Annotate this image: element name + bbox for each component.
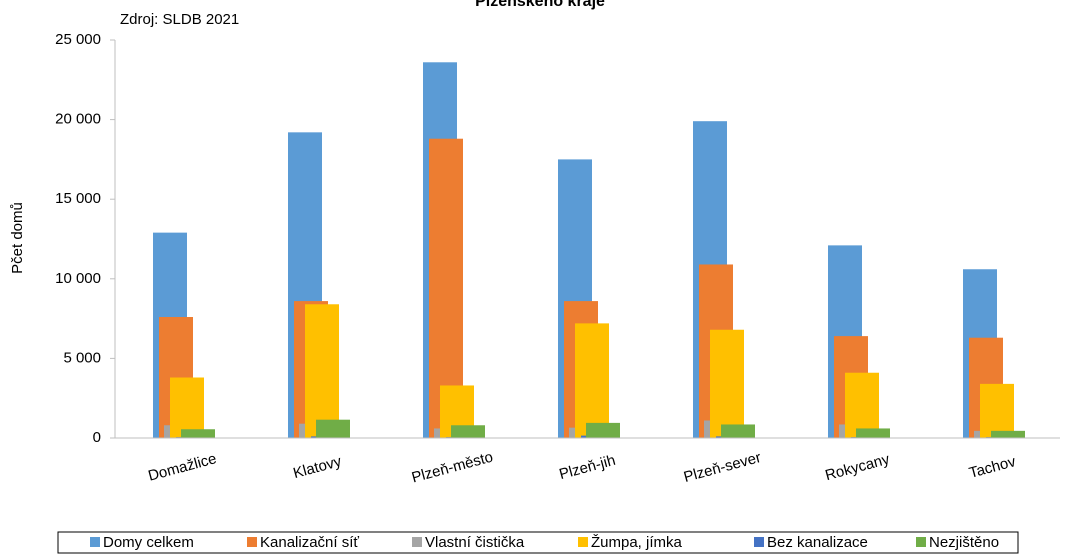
bar: [710, 329, 744, 438]
bar: [181, 429, 215, 438]
legend-swatch: [916, 537, 926, 547]
x-tick-label: Plzeň-sever: [682, 449, 763, 486]
y-tick-label: 0: [93, 429, 101, 446]
bar: [856, 428, 890, 438]
x-tick-label: Rokycany: [823, 451, 891, 485]
legend-label: Vlastní čistička: [425, 534, 525, 551]
bar: [721, 424, 755, 438]
bar: [451, 425, 485, 438]
x-tick-label: Plzeň-město: [410, 448, 495, 486]
legend-swatch: [578, 537, 588, 547]
legend-swatch: [247, 537, 257, 547]
y-tick-label: 10 000: [55, 270, 101, 287]
bar: [991, 430, 1025, 438]
y-tick-label: 25 000: [55, 31, 101, 48]
legend-swatch: [90, 537, 100, 547]
chart-title: Plzeňského kraje: [475, 0, 605, 10]
x-tick-label: Domažlice: [146, 450, 218, 485]
y-tick-label: 15 000: [55, 190, 101, 207]
legend-label: Žumpa, jímka: [591, 534, 683, 551]
y-tick-label: 5 000: [63, 349, 101, 366]
bar: [170, 377, 204, 438]
legend-swatch: [412, 537, 422, 547]
chart-subtitle: Zdroj: SLDB 2021: [120, 11, 239, 28]
bar: [305, 304, 339, 438]
legend-swatch: [754, 537, 764, 547]
x-tick-label: Klatovy: [291, 453, 343, 482]
x-tick-label: Plzeň-jih: [557, 452, 617, 483]
legend-box: [57, 531, 1019, 554]
legend-label: Bez kanalizace: [767, 534, 868, 551]
legend-label: Domy celkem: [103, 534, 194, 551]
y-tick-label: 20 000: [55, 111, 101, 128]
bar: [845, 372, 879, 438]
y-axis-label: Pčet domů: [9, 202, 26, 274]
bar: [316, 419, 350, 438]
bar: [586, 422, 620, 438]
x-tick-label: Tachov: [967, 453, 1018, 482]
bar: [575, 323, 609, 438]
legend-label: Kanalizační síť: [260, 534, 359, 551]
legend-label: Nezjištěno: [929, 534, 999, 551]
bar: [980, 383, 1014, 438]
